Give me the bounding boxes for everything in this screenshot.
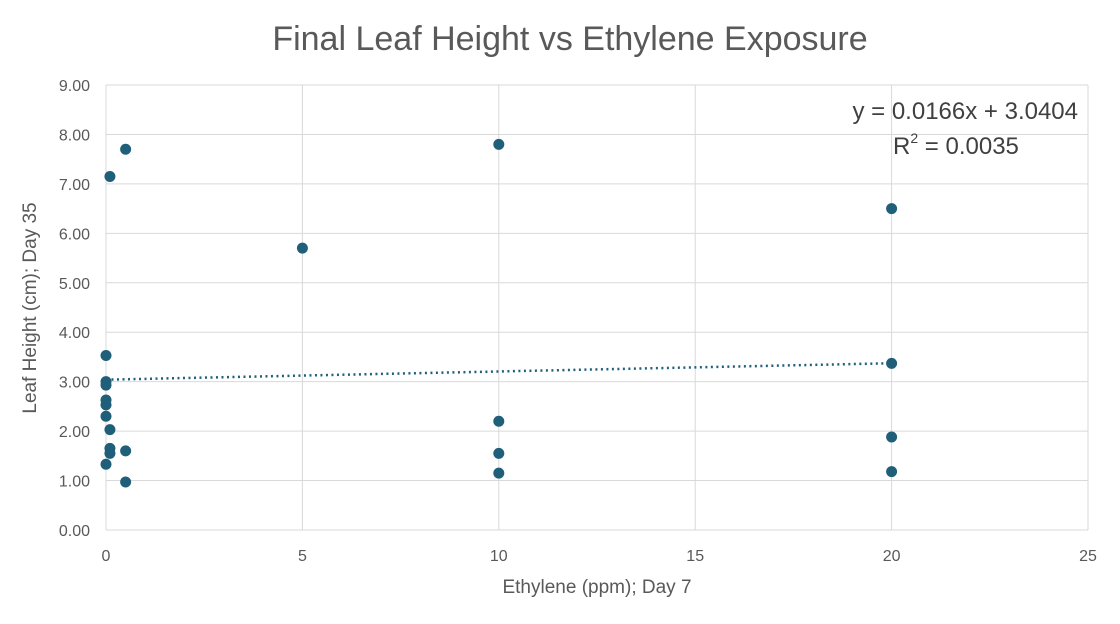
data-point [104,170,116,182]
x-tick-label: 15 [686,548,704,565]
y-tick-label: 6.00 [59,226,90,243]
y-tick-label: 0.00 [59,523,90,540]
x-tick-label: 5 [298,548,307,565]
data-point [100,399,112,411]
x-axis-ticks: 0 5 10 15 20 25 [102,548,1097,565]
y-tick-label: 7.00 [59,177,90,194]
data-point [120,445,132,457]
data-point [100,458,112,470]
data-points [100,138,898,488]
x-tick-label: 25 [1079,548,1097,565]
y-axis-ticks: 0.00 1.00 2.00 3.00 4.00 5.00 6.00 7.00 8.00 9.00 [59,78,90,540]
trendline-r-squared: R2 = 0.0035 [893,130,1019,160]
chart-title: Final Leaf Height vs Ethylene Exposure [272,20,867,58]
data-point [886,357,898,369]
y-tick-label: 3.00 [59,375,90,392]
r-squared-exponent: 2 [910,130,918,146]
y-tick-label: 1.00 [59,474,90,491]
y-axis-label: Leaf Height (cm); Day 35 [20,202,41,413]
y-tick-label: 4.00 [59,325,90,342]
data-point [104,424,116,436]
x-tick-label: 10 [490,548,508,565]
x-axis-label: Ethylene (ppm); Day 7 [502,577,691,598]
trendline-equation: y = 0.0166x + 3.0404 [852,98,1078,125]
x-tick-label: 20 [883,548,901,565]
data-point [493,467,505,479]
data-point [493,415,505,427]
y-tick-label: 2.00 [59,424,90,441]
data-point [296,242,308,254]
data-point [886,203,898,215]
r-squared-label: R [893,133,910,160]
trendline-group [105,362,892,381]
y-tick-label: 5.00 [59,276,90,293]
gridlines [105,84,1089,531]
data-point [100,379,112,391]
trendline [105,362,892,381]
data-point [100,349,112,361]
data-point [886,466,898,478]
data-point [493,447,505,459]
y-tick-label: 9.00 [59,78,90,95]
data-point [104,447,116,459]
data-point [493,138,505,150]
data-point [886,431,898,443]
data-point [120,143,132,155]
x-tick-label: 0 [102,548,111,565]
y-tick-label: 8.00 [59,127,90,144]
data-point [100,410,112,422]
r-squared-value: = 0.0035 [918,133,1019,160]
data-point [120,476,132,488]
